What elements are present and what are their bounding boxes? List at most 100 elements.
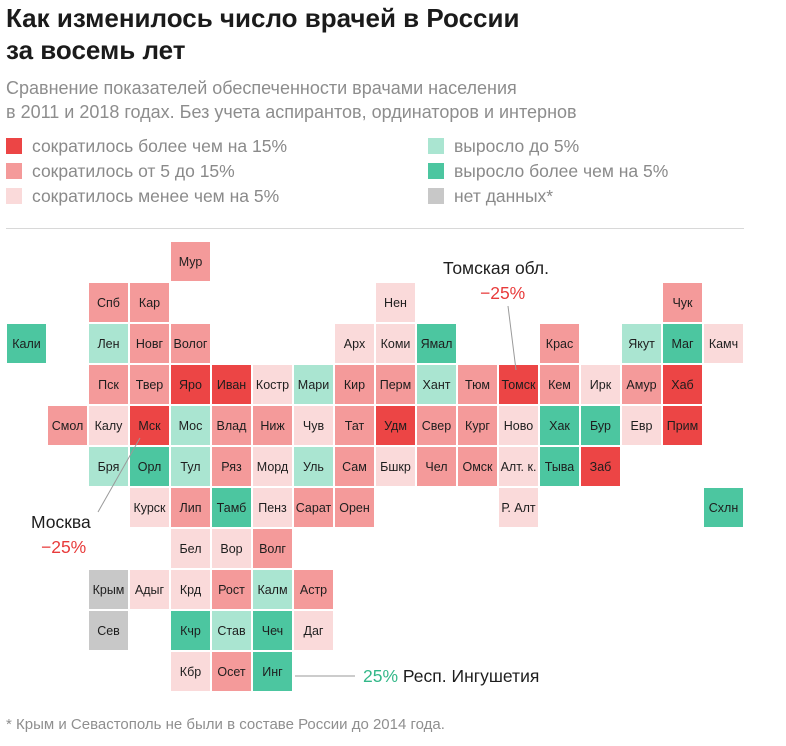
title-line-1: Как изменилось число врачей в России	[6, 3, 520, 33]
legend-item-inc-gt5: выросло более чем на 5%	[428, 160, 668, 182]
region-tile: Кбр	[171, 652, 210, 691]
region-tile: Тат	[335, 406, 374, 445]
region-tile: Сев	[89, 611, 128, 650]
region-tile: Перм	[376, 365, 415, 404]
region-tile: Смол	[48, 406, 87, 445]
title-line-2: за восемь лет	[6, 35, 186, 65]
region-tile: Бел	[171, 529, 210, 568]
region-tile: Твер	[130, 365, 169, 404]
subtitle: Сравнение показателей обеспеченности вра…	[6, 76, 766, 124]
region-tile: Омск	[458, 447, 497, 486]
region-tile: Крым	[89, 570, 128, 609]
region-tile: Амур	[622, 365, 661, 404]
region-tile: Волг	[253, 529, 292, 568]
legend-swatch	[428, 188, 444, 204]
region-tile: Курск	[130, 488, 169, 527]
subtitle-line-1: Сравнение показателей обеспеченности вра…	[6, 78, 517, 98]
region-tile: Чув	[294, 406, 333, 445]
region-tile: Мур	[171, 242, 210, 281]
region-tile: Бшкр	[376, 447, 415, 486]
region-tile: Даг	[294, 611, 333, 650]
region-tile: Спб	[89, 283, 128, 322]
region-tile: Хант	[417, 365, 456, 404]
region-tile: Лен	[89, 324, 128, 363]
region-tile: Якут	[622, 324, 661, 363]
region-tile: Камч	[704, 324, 743, 363]
region-tile: Арх	[335, 324, 374, 363]
region-tile: Кар	[130, 283, 169, 322]
region-tile: Тюм	[458, 365, 497, 404]
ingushetia-callout: 25% Респ. Ингушетия	[363, 665, 539, 687]
region-tile: Хаб	[663, 365, 702, 404]
region-tile: Чук	[663, 283, 702, 322]
subtitle-line-2: в 2011 и 2018 годах. Без учета аспиранто…	[6, 102, 577, 122]
region-tile: Мос	[171, 406, 210, 445]
region-tile: Мари	[294, 365, 333, 404]
region-tile: Адыг	[130, 570, 169, 609]
region-tile: Став	[212, 611, 251, 650]
region-tile: Чеч	[253, 611, 292, 650]
region-tile: Орен	[335, 488, 374, 527]
region-tile: Томск	[499, 365, 538, 404]
ingushetia-callout-value: 25%	[363, 666, 399, 686]
legend-swatch	[6, 188, 22, 204]
region-tile: Орл	[130, 447, 169, 486]
region-tile: Кем	[540, 365, 579, 404]
region-tile: Крд	[171, 570, 210, 609]
legend-label: выросло более чем на 5%	[454, 160, 669, 181]
region-tile: Ниж	[253, 406, 292, 445]
legend-item-dec-lt5: сократилось менее чем на 5%	[6, 185, 279, 207]
region-tile: Калу	[89, 406, 128, 445]
legend-swatch	[428, 163, 444, 179]
region-tile: Пенз	[253, 488, 292, 527]
legend-swatch	[6, 163, 22, 179]
legend-swatch	[6, 138, 22, 154]
region-tile: Тул	[171, 447, 210, 486]
region-tile: Морд	[253, 447, 292, 486]
region-tile: Ямал	[417, 324, 456, 363]
legend-item-inc-lt5: выросло до 5%	[428, 135, 579, 157]
region-tile: Р. Алт	[499, 488, 538, 527]
region-tile: Крас	[540, 324, 579, 363]
tomsk-callout-label: Томская обл.	[443, 258, 549, 278]
region-tile: Сарат	[294, 488, 333, 527]
region-tile: Уль	[294, 447, 333, 486]
legend-swatch	[428, 138, 444, 154]
legend-item-dec-5-15: сократилось от 5 до 15%	[6, 160, 235, 182]
region-tile: Заб	[581, 447, 620, 486]
tomsk-callout-value: −25%	[480, 283, 526, 303]
footnote: * Крым и Севастополь не были в составе Р…	[6, 716, 445, 733]
region-tile: Нен	[376, 283, 415, 322]
region-tile: Иван	[212, 365, 251, 404]
region-tile: Яро	[171, 365, 210, 404]
region-tile: Волог	[171, 324, 210, 363]
legend-item-no-data: нет данных*	[428, 185, 553, 207]
region-tile: Осет	[212, 652, 251, 691]
region-tile: Схлн	[704, 488, 743, 527]
region-tile: Лип	[171, 488, 210, 527]
region-tile: Ряз	[212, 447, 251, 486]
legend-label: сократилось менее чем на 5%	[32, 185, 280, 206]
region-tile: Маг	[663, 324, 702, 363]
region-tile: Костр	[253, 365, 292, 404]
region-tile: Мск	[130, 406, 169, 445]
ingushetia-callout-label: Респ. Ингушетия	[402, 666, 540, 686]
legend-label: сократилось от 5 до 15%	[32, 160, 235, 181]
region-tile: Хак	[540, 406, 579, 445]
region-tile: Кург	[458, 406, 497, 445]
region-tile: Кали	[7, 324, 46, 363]
region-tile: Коми	[376, 324, 415, 363]
legend-label: выросло до 5%	[454, 135, 580, 156]
region-tile: Инг	[253, 652, 292, 691]
legend-item-dec-gt15: сократилось более чем на 15%	[6, 135, 287, 157]
region-tile: Вор	[212, 529, 251, 568]
legend-label: сократилось более чем на 15%	[32, 135, 288, 156]
page-title: Как изменилось число врачей в России за …	[6, 2, 766, 66]
region-tile: Свер	[417, 406, 456, 445]
moscow-callout-value: −25%	[41, 537, 87, 557]
region-tile: Евр	[622, 406, 661, 445]
region-tile: Бур	[581, 406, 620, 445]
legend-label: нет данных*	[454, 185, 554, 206]
moscow-callout-label: Москва	[31, 512, 91, 532]
